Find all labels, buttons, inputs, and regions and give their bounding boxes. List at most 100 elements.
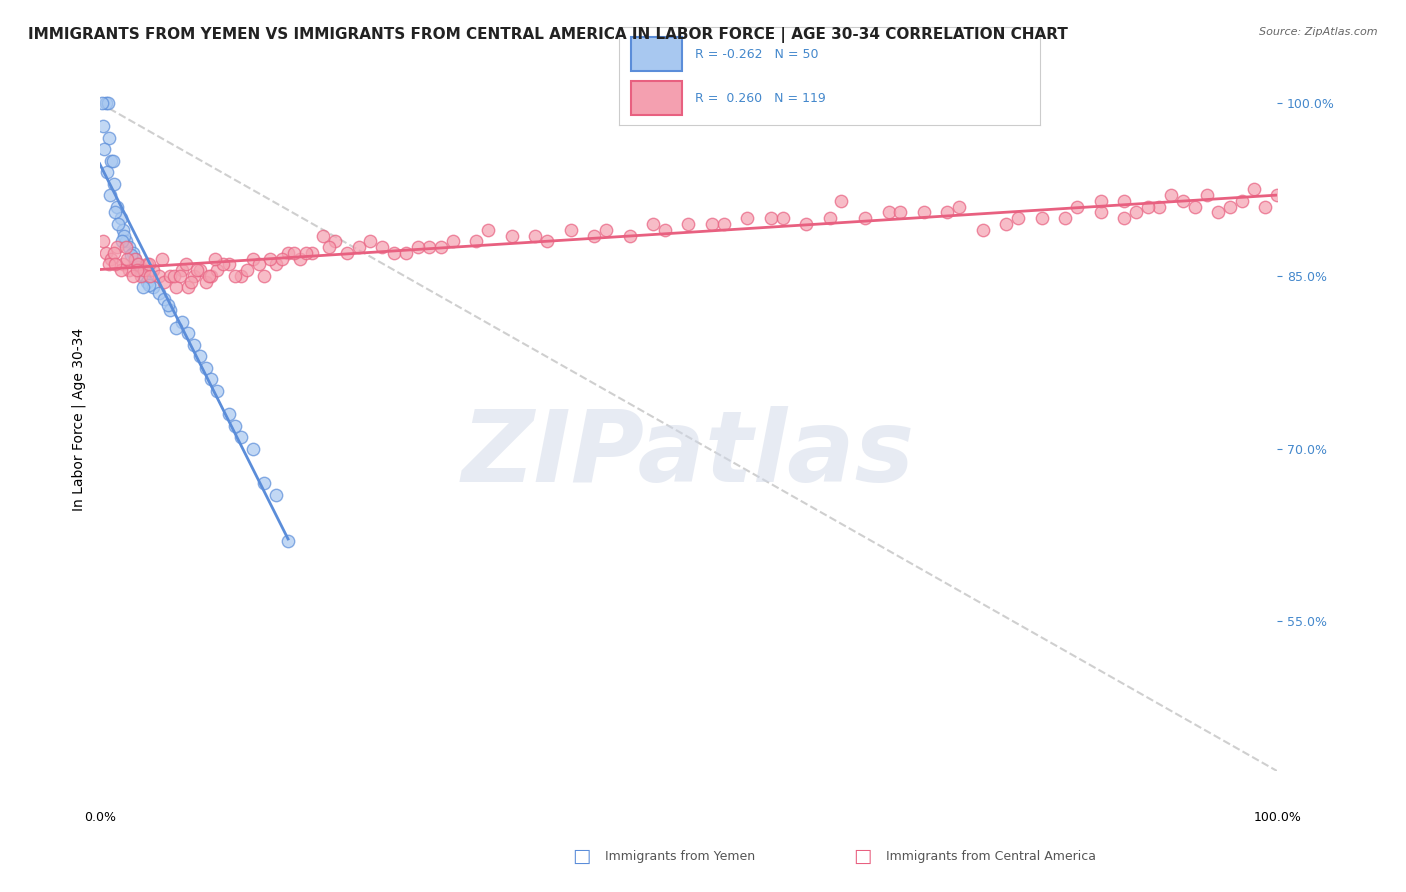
Point xyxy=(1160,188,1182,202)
Point xyxy=(159,303,181,318)
Point xyxy=(1125,205,1147,219)
Point xyxy=(735,211,758,226)
Point xyxy=(1112,211,1135,226)
Point xyxy=(138,278,160,293)
Point xyxy=(264,488,287,502)
Point xyxy=(93,142,115,156)
Point xyxy=(121,245,143,260)
Point xyxy=(142,263,165,277)
Point xyxy=(595,223,617,237)
Point xyxy=(1243,182,1265,196)
Point xyxy=(1230,194,1253,208)
Point xyxy=(501,228,523,243)
Point xyxy=(253,268,276,283)
Point xyxy=(948,200,970,214)
Point xyxy=(347,240,370,254)
Point xyxy=(818,211,841,226)
Point xyxy=(105,240,128,254)
Point xyxy=(165,320,187,334)
Point xyxy=(124,252,146,266)
Point xyxy=(127,263,149,277)
Text: R =  0.260   N = 119: R = 0.260 N = 119 xyxy=(695,92,825,105)
Point xyxy=(972,223,994,237)
Point xyxy=(441,234,464,248)
Point xyxy=(177,280,200,294)
Point xyxy=(107,217,129,231)
Point xyxy=(153,275,176,289)
Point xyxy=(153,292,176,306)
Point xyxy=(163,268,186,283)
Point xyxy=(124,252,146,266)
Point xyxy=(127,260,149,274)
Point xyxy=(183,338,205,352)
Point xyxy=(165,280,187,294)
Text: 0.0%: 0.0% xyxy=(83,812,115,824)
Point xyxy=(430,240,453,254)
Point xyxy=(139,268,162,283)
Point xyxy=(200,268,222,283)
Point xyxy=(127,257,149,271)
Point xyxy=(772,211,794,226)
Point xyxy=(174,257,197,271)
Point xyxy=(112,257,135,271)
Point xyxy=(536,234,558,248)
Point xyxy=(114,240,136,254)
Point xyxy=(91,119,114,133)
Point xyxy=(94,245,117,260)
Text: R = -0.262   N = 50: R = -0.262 N = 50 xyxy=(695,48,818,61)
Point xyxy=(105,200,128,214)
Point xyxy=(218,407,240,421)
Point xyxy=(253,476,276,491)
Point xyxy=(129,263,152,277)
Point xyxy=(995,217,1018,231)
Point xyxy=(156,298,179,312)
Point xyxy=(170,263,193,277)
Point xyxy=(1195,188,1218,202)
Point xyxy=(177,326,200,341)
Point xyxy=(1136,200,1159,214)
Point xyxy=(912,205,935,219)
Point xyxy=(224,418,246,433)
Point xyxy=(150,252,173,266)
Point xyxy=(204,252,226,266)
Point xyxy=(301,245,323,260)
Point xyxy=(759,211,782,226)
Point xyxy=(148,286,170,301)
Point xyxy=(318,240,340,254)
Point xyxy=(312,228,335,243)
Point xyxy=(218,257,240,271)
Point xyxy=(1149,200,1171,214)
Point xyxy=(477,223,499,237)
Point xyxy=(283,245,305,260)
Point xyxy=(1206,205,1229,219)
Point xyxy=(406,240,429,254)
Point xyxy=(1184,200,1206,214)
Point xyxy=(1171,194,1194,208)
Point xyxy=(359,234,381,248)
Point xyxy=(1090,205,1112,219)
Point xyxy=(242,442,264,456)
Point xyxy=(186,263,208,277)
Point xyxy=(103,177,125,191)
Point xyxy=(200,372,222,386)
Point xyxy=(194,275,217,289)
Point xyxy=(242,252,264,266)
Point xyxy=(277,533,299,548)
Point xyxy=(465,234,488,248)
Point xyxy=(134,268,156,283)
Point xyxy=(118,263,141,277)
Point xyxy=(294,245,316,260)
Point xyxy=(1007,211,1029,226)
Point xyxy=(121,268,143,283)
Point xyxy=(101,153,124,168)
Point xyxy=(110,263,132,277)
Text: □: □ xyxy=(572,847,591,866)
Point xyxy=(194,361,217,376)
Point xyxy=(207,263,229,277)
Point xyxy=(229,268,252,283)
Point xyxy=(115,252,138,266)
Text: Immigrants from Central America: Immigrants from Central America xyxy=(886,850,1095,863)
Point xyxy=(1066,200,1088,214)
Point xyxy=(148,268,170,283)
Point xyxy=(1090,194,1112,208)
